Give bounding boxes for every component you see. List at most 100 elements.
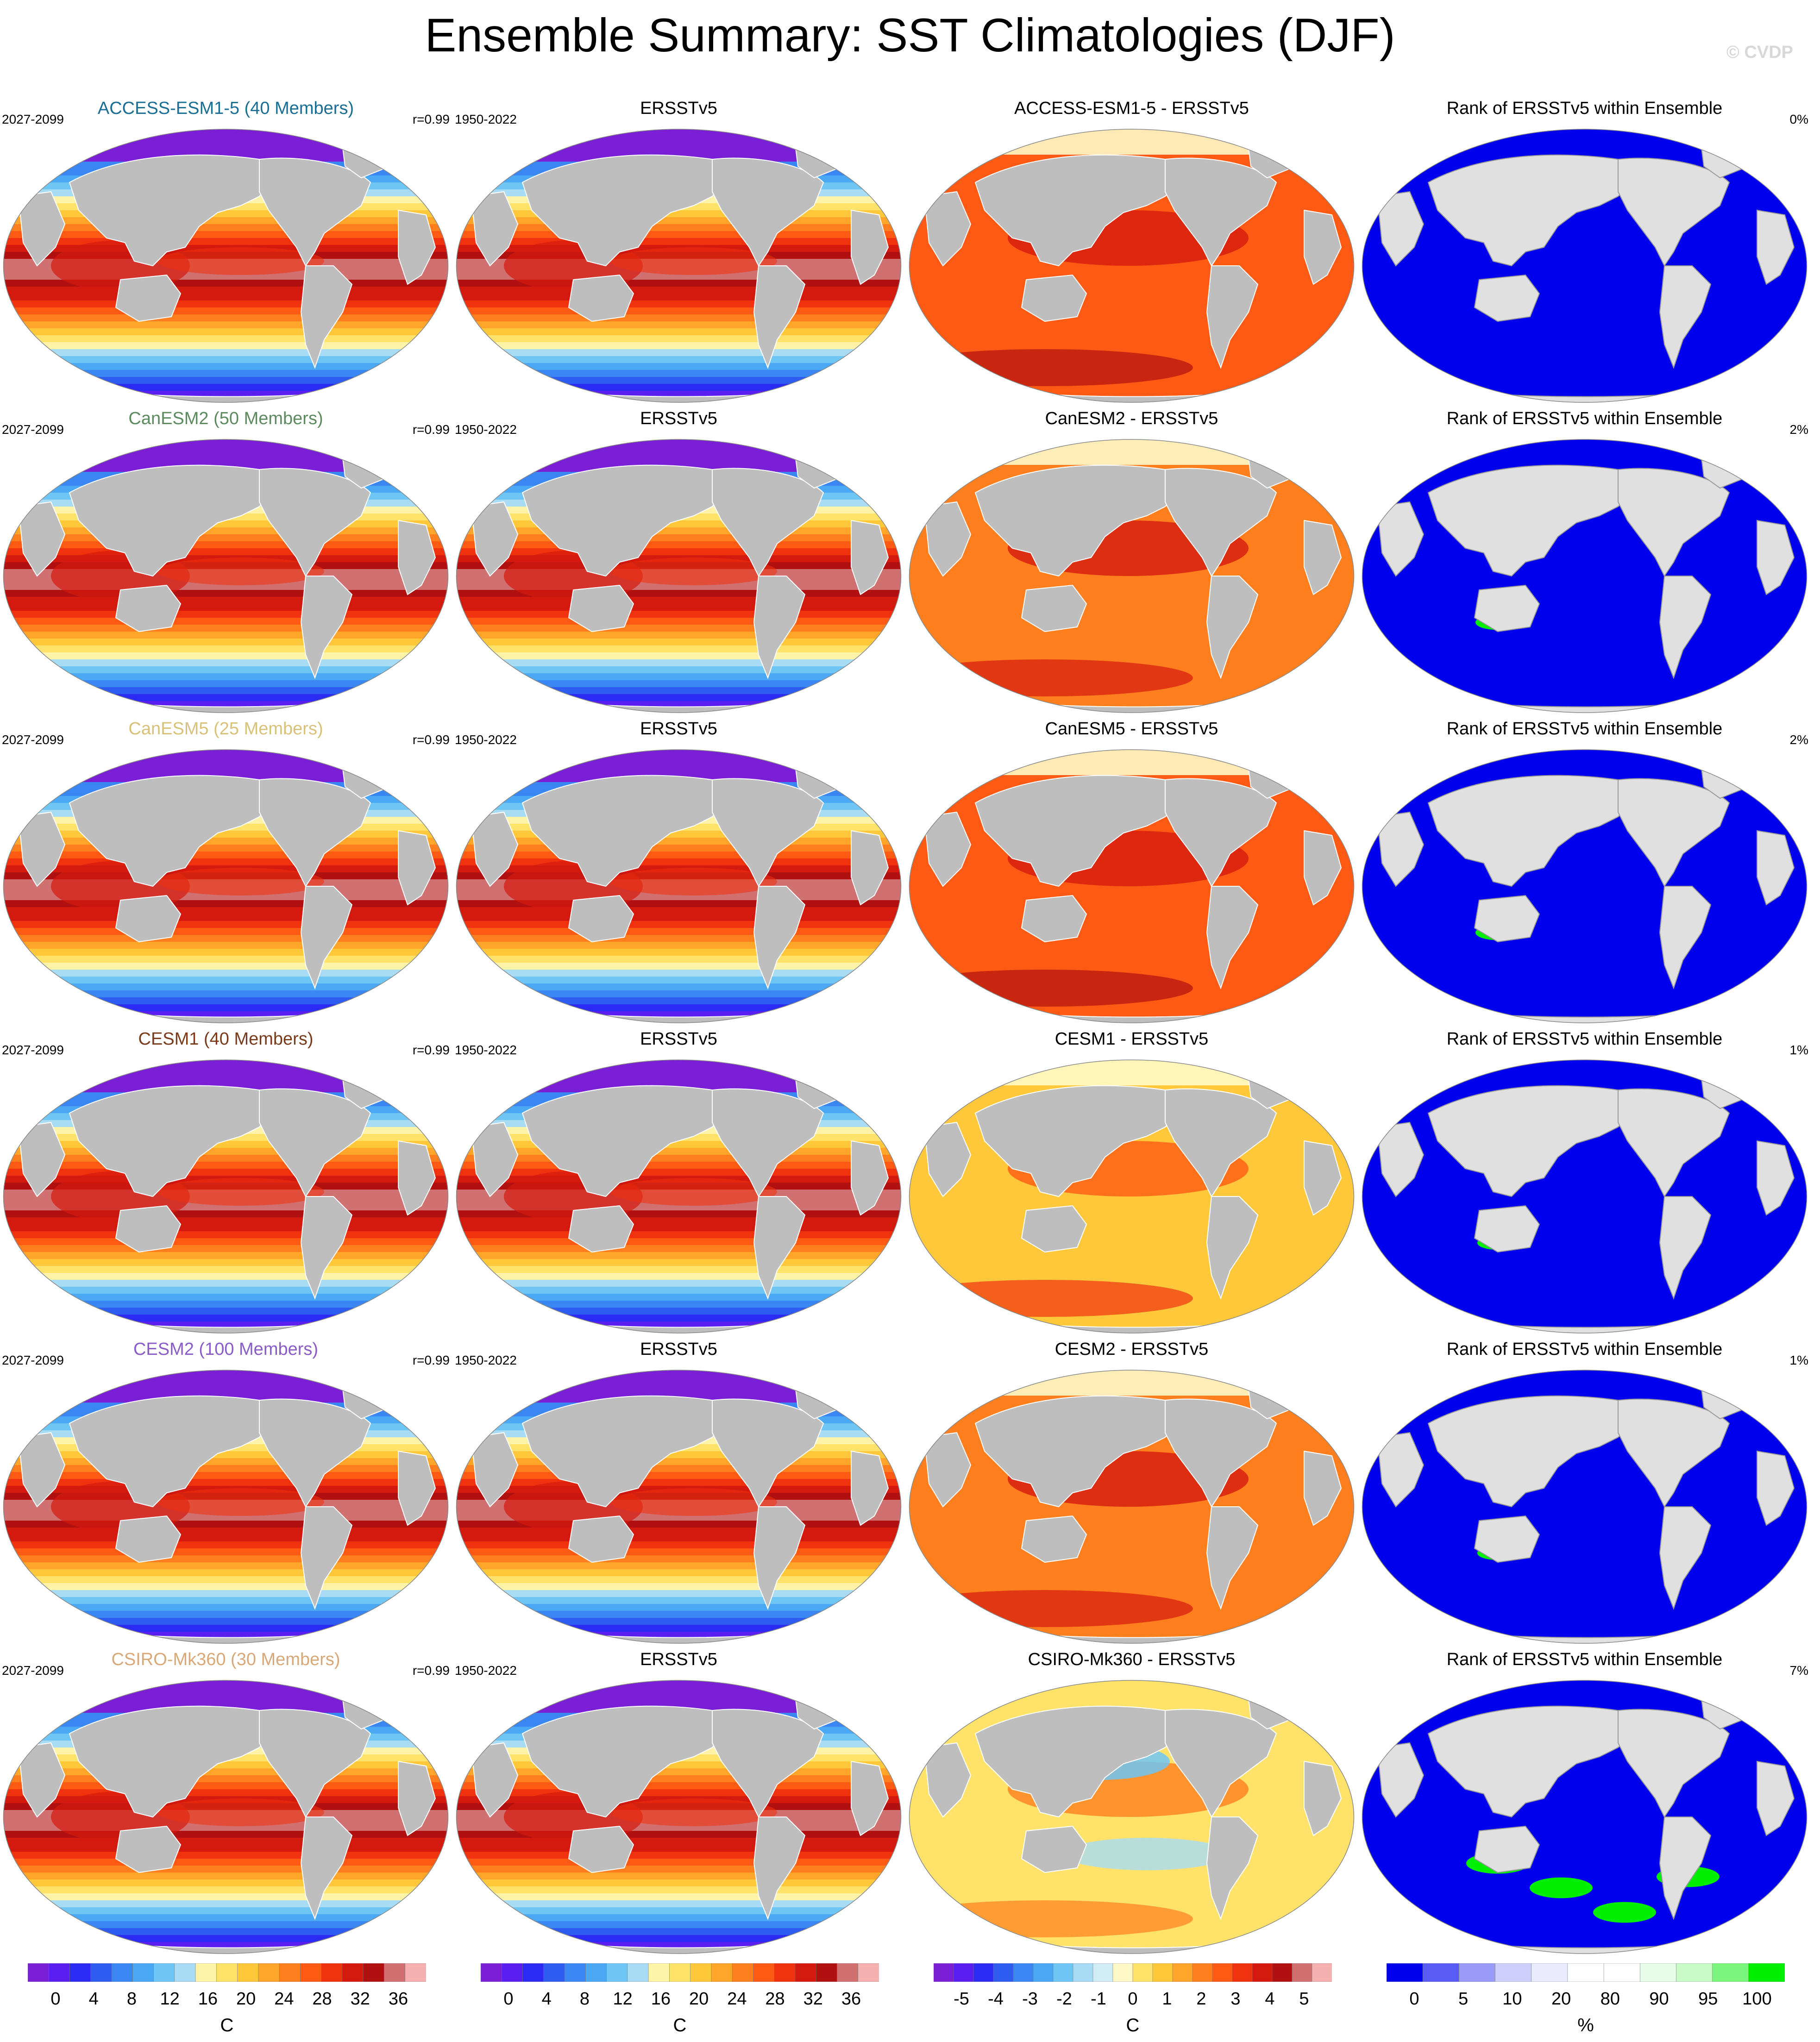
panel-rank-row-5: Rank of ERSSTv5 within Ensemble 1% — [1359, 1338, 1810, 1648]
colorbar-3: -5 -4 -3 -2 -1 0 1 2 3 4 5 C — [934, 1963, 1332, 2042]
model-map — [3, 1680, 449, 1954]
colorbar-tick-label: 4 — [541, 1989, 552, 2009]
colorbar-tick-label: 12 — [613, 1989, 633, 2009]
colorbar-swatch — [1013, 1963, 1034, 1982]
colorbar-swatch — [585, 1963, 607, 1982]
panel-stat: r=0.99 — [412, 112, 450, 126]
colorbar-tick-label: 95 — [1698, 1989, 1718, 2009]
colorbar-swatch — [816, 1963, 838, 1982]
colorbar-tick-label: 5 — [1458, 1989, 1469, 2009]
colorbar-swatch — [342, 1963, 364, 1982]
colorbar-swatch — [69, 1963, 91, 1982]
panel-obs-row-1: ERSSTv5 1950-2022 — [453, 97, 904, 407]
colorbar-swatch — [627, 1963, 649, 1982]
rank-map — [1362, 1059, 1807, 1334]
panel-period: 1950-2022 — [455, 422, 517, 437]
panel-title: Rank of ERSSTv5 within Ensemble — [1446, 1340, 1723, 1359]
land-mask — [471, 1696, 889, 1954]
colorbar-swatch — [216, 1963, 238, 1982]
colorbar-swatch — [1053, 1963, 1073, 1982]
diff-map — [909, 1370, 1355, 1644]
panel-period: 1950-2022 — [455, 733, 517, 747]
panel-stat: 2% — [1789, 422, 1808, 437]
panel-obs-row-6: ERSSTv5 1950-2022 — [453, 1648, 904, 1959]
colorbar-swatch — [564, 1963, 586, 1982]
colorbar-swatch — [753, 1963, 775, 1982]
colorbar-tick-label: 2 — [1196, 1989, 1206, 2009]
diff-map — [909, 1059, 1355, 1334]
land-mask — [471, 1075, 889, 1333]
land-mask — [471, 455, 889, 713]
colorbar-swatch — [690, 1963, 712, 1982]
colorbar-swatch — [501, 1963, 523, 1982]
panel-period: 2027-2099 — [2, 422, 64, 437]
colorbar-tick-label: -4 — [988, 1989, 1004, 2009]
panel-stat: 1% — [1789, 1353, 1808, 1367]
colorbar-swatches — [934, 1963, 1332, 1982]
colorbar-tick-label: 20 — [1551, 1989, 1571, 2009]
colorbar-swatch — [1172, 1963, 1193, 1982]
colorbar-tick-label: 8 — [126, 1989, 137, 2009]
land-mask — [18, 1385, 436, 1643]
panel-diff-row-1: ACCESS-ESM1-5 - ERSSTv5 — [906, 97, 1357, 407]
colorbar-1: 0 4 8 12 16 20 24 28 32 36 C — [28, 1963, 426, 2042]
colorbar-swatch — [174, 1963, 196, 1982]
colorbar-swatch — [1603, 1963, 1641, 1982]
panel-obs-row-2: ERSSTv5 1950-2022 — [453, 407, 904, 718]
colorbar-4: 0 5 10 20 80 90 95 100% — [1387, 1963, 1785, 2042]
panel-rank-row-1: Rank of ERSSTv5 within Ensemble 0% — [1359, 97, 1810, 407]
panel-period: 1950-2022 — [455, 112, 517, 126]
colorbar-tick-label: 12 — [160, 1989, 180, 2009]
panel-model-row-4: CESM1 (40 Members) 2027-2099 r=0.99 — [0, 1028, 452, 1338]
colorbar-tick-label: 5 — [1299, 1989, 1309, 2009]
colorbar-swatch — [1192, 1963, 1213, 1982]
panel-title: ERSSTv5 — [640, 1340, 717, 1359]
diff-map — [909, 1680, 1355, 1954]
panel-title: ERSSTv5 — [640, 99, 717, 118]
colorbar-tick-label: 28 — [765, 1989, 785, 2009]
colorbar-tick-label: 4 — [88, 1989, 99, 2009]
figure-title: Ensemble Summary: SST Climatologies (DJF… — [425, 9, 1395, 62]
colorbar-swatch — [1748, 1963, 1785, 1982]
panel-title: CanESM5 - ERSSTv5 — [1045, 719, 1218, 739]
colorbar-swatch — [543, 1963, 565, 1982]
colorbar-swatch — [90, 1963, 112, 1982]
colorbar-swatch — [1712, 1963, 1749, 1982]
panel-title: ERSSTv5 — [640, 719, 717, 739]
panel-model-row-3: CanESM5 (25 Members) 2027-2099 r=0.99 — [0, 718, 452, 1028]
panel-title: ACCESS-ESM1-5 (40 Members) — [97, 99, 354, 118]
panel-title: CESM2 - ERSSTv5 — [1054, 1340, 1209, 1359]
colorbar-swatch — [1531, 1963, 1568, 1982]
panel-title: CESM1 (40 Members) — [138, 1029, 314, 1049]
model-map — [3, 749, 449, 1023]
panel-period: 2027-2099 — [2, 112, 64, 126]
land-mask — [923, 455, 1342, 713]
panel-rank-row-6: Rank of ERSSTv5 within Ensemble 7% — [1359, 1648, 1810, 1959]
obs-map — [456, 1059, 902, 1334]
colorbar-swatch — [1676, 1963, 1713, 1982]
panel-period: 1950-2022 — [455, 1663, 517, 1678]
panel-model-row-1: ACCESS-ESM1-5 (40 Members) 2027-2099 r=0.9… — [0, 97, 452, 407]
panel-obs-row-4: ERSSTv5 1950-2022 — [453, 1028, 904, 1338]
obs-map — [456, 129, 902, 403]
colorbar-tick-label: 36 — [388, 1989, 408, 2009]
colorbar-swatch — [384, 1963, 406, 1982]
colorbar-swatch — [237, 1963, 259, 1982]
panel-period: 2027-2099 — [2, 1663, 64, 1678]
panel-period: 2027-2099 — [2, 1353, 64, 1367]
obs-map — [456, 439, 902, 713]
panel-diff-row-5: CESM2 - ERSSTv5 — [906, 1338, 1357, 1648]
panel-title: Rank of ERSSTv5 within Ensemble — [1446, 719, 1723, 739]
colorbar-swatch — [405, 1963, 426, 1982]
panel-rank-row-3: Rank of ERSSTv5 within Ensemble 2% — [1359, 718, 1810, 1028]
panel-title: Rank of ERSSTv5 within Ensemble — [1446, 409, 1723, 428]
colorbar-swatch — [648, 1963, 670, 1982]
model-map — [3, 1059, 449, 1334]
panel-title: CESM2 (100 Members) — [133, 1340, 319, 1359]
colorbar-tick-label: 90 — [1649, 1989, 1669, 2009]
colorbar-swatch — [1212, 1963, 1233, 1982]
colorbar-swatch — [279, 1963, 301, 1982]
colorbar-unit: C — [673, 2015, 687, 2036]
colorbar-swatch — [522, 1963, 544, 1982]
colorbar-swatch — [1033, 1963, 1054, 1982]
